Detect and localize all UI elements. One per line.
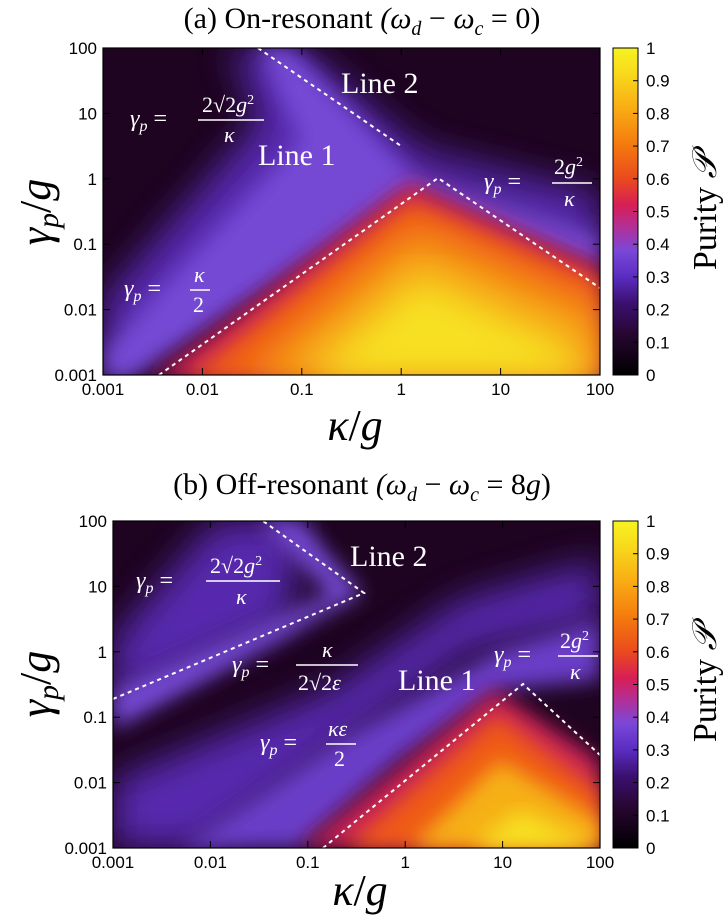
svg-text:κε: κε [328,716,348,741]
panel-b-ylabel: γp/g [11,651,65,718]
svg-text:κ: κ [224,122,235,147]
svg-text:γp =: γp = [130,106,167,135]
panel-b-heatmap [113,521,600,848]
panel-a-title-text: (a) On-resonant [183,2,381,35]
x-tick-label: 0.1 [290,380,314,399]
svg-text:2: 2 [334,746,345,771]
y-tick-label: 10 [88,577,107,596]
svg-text:κ: κ [194,262,205,287]
panel-b-eq-low: γp = κε 2 [260,716,356,771]
colorbar-tick-label: 0.3 [646,741,670,760]
panel-a-colorbar-ticks: 0 0.1 0.2 0.3 0.4 0.5 0.6 0.7 0.8 0.9 1 [633,39,670,385]
y-tick-label: 0.001 [64,839,107,858]
colorbar-tick-label: 0.4 [646,708,670,727]
colorbar-tick-label: 0.6 [646,643,670,662]
panel-b-line-2 [113,521,367,700]
panel-a-ticks: 0.001 0.01 0.1 1 10 100 0.001 0.01 0.1 1 10 100 [54,39,614,399]
x-tick-label: 0.1 [296,853,320,872]
colorbar-tick-label: 0.7 [646,137,670,156]
x-tick-label: 0.001 [92,853,135,872]
colorbar-tick-label: 0.5 [646,203,670,222]
panel-a-ylabel: γp/g [11,179,65,246]
svg-text:2: 2 [193,292,204,317]
panel-a-title: (a) On-resonant (ωd − ωc = 0) [183,2,541,40]
panel-b-ticks: 0.001 0.01 0.1 1 10 100 0.001 0.01 0.1 1 10 100 [64,512,614,872]
colorbar-tick-label: 0 [646,366,655,385]
y-tick-label: 10 [78,104,97,123]
svg-text:γp =: γp = [124,276,161,305]
panel-b-colorbar-label: Purity 𝒫 [685,616,724,742]
colorbar-tick-label: 1 [646,39,655,58]
x-tick-label: 10 [491,380,510,399]
panel-a-eq-low: γp = κ 2 [124,262,210,317]
svg-text:γp =: γp = [232,652,269,681]
panel-a-heatmap [103,48,600,375]
panel-b-xlabel: κ/g [332,866,387,915]
panel-b-title: (b) Off-resonant (ωd − ωc = 8g) [173,468,551,506]
x-tick-label: 100 [586,853,614,872]
colorbar-tick-label: 0.6 [646,170,670,189]
colorbar-tick-label: 0.5 [646,676,670,695]
colorbar-tick-label: 0.4 [646,235,670,254]
y-tick-label: 0.1 [83,708,107,727]
y-tick-label: 100 [79,512,107,531]
y-tick-label: 100 [69,39,97,58]
panel-a-eq-line2: γp = 2√2g2 κ [130,92,264,147]
svg-text:2√2g2: 2√2g2 [202,92,254,117]
svg-text:κ: κ [570,659,581,684]
colorbar-tick-label: 0 [646,839,655,858]
panel-a-xlabel: κ/g [327,401,382,450]
x-tick-label: 0.001 [82,380,125,399]
colorbar-tick-label: 0.9 [646,545,670,564]
y-tick-label: 0.1 [73,235,97,254]
svg-text:2√2g2: 2√2g2 [210,553,262,578]
svg-text:γp =: γp = [260,730,297,759]
x-tick-label: 1 [396,380,405,399]
colorbar-tick-label: 1 [646,512,655,531]
x-tick-label: 10 [493,853,512,872]
x-tick-label: 0.01 [194,853,227,872]
colorbar-tick-label: 0.7 [646,610,670,629]
panel-a-eq-right: γp = 2g2 κ [484,154,592,211]
panel-b-colorbar-ticks: 0 0.1 0.2 0.3 0.4 0.5 0.6 0.7 0.8 0.9 1 [633,512,670,858]
panel-b-line-1 [322,682,600,848]
y-tick-label: 1 [98,643,107,662]
svg-text:γp =: γp = [136,568,173,597]
x-tick-label: 100 [586,380,614,399]
panel-a-line-2 [257,48,402,147]
colorbar-tick-label: 0.2 [646,774,670,793]
panel-a-frame [102,47,601,376]
x-tick-label: 1 [400,853,409,872]
panel-b-eq-right: γp = 2g2 κ [494,628,598,684]
panel-b-line2-label: Line 2 [350,540,427,573]
panel-a-line2-label: Line 2 [341,67,418,100]
panel-a-colorbar-label: Purity 𝒫 [685,144,724,270]
svg-text:κ: κ [322,637,333,662]
colorbar-tick-label: 0.2 [646,301,670,320]
panel-b-eq-mid: γp = κ 2√2ε [232,637,358,695]
colorbar-tick-label: 0.1 [646,806,670,825]
svg-text:κ: κ [236,584,247,609]
colorbar-tick-label: 0.9 [646,72,670,91]
svg-text:γp =: γp = [484,169,521,198]
svg-text:γp =: γp = [494,642,531,671]
colorbar-tick-label: 0.3 [646,268,670,287]
colorbar-tick-label: 0.8 [646,577,670,596]
colorbar-tick-label: 0.1 [646,333,670,352]
y-tick-label: 0.001 [54,366,97,385]
panel-a-line-1 [158,176,600,375]
panel-b-title-text: (b) Off-resonant [173,468,376,501]
svg-text:2√2ε: 2√2ε [298,670,341,695]
panel-b-eq-line2: γp = 2√2g2 κ [136,553,280,609]
x-tick-label: 0.01 [186,380,219,399]
panel-b-line1-label: Line 1 [398,664,475,697]
y-tick-label: 1 [88,170,97,189]
colorbar-tick-label: 0.8 [646,104,670,123]
panel-b-frame [112,520,601,849]
panel-a-line1-label: Line 1 [258,139,335,172]
svg-text:κ: κ [564,186,575,211]
y-tick-label: 0.01 [64,301,97,320]
y-tick-label: 0.01 [74,774,107,793]
